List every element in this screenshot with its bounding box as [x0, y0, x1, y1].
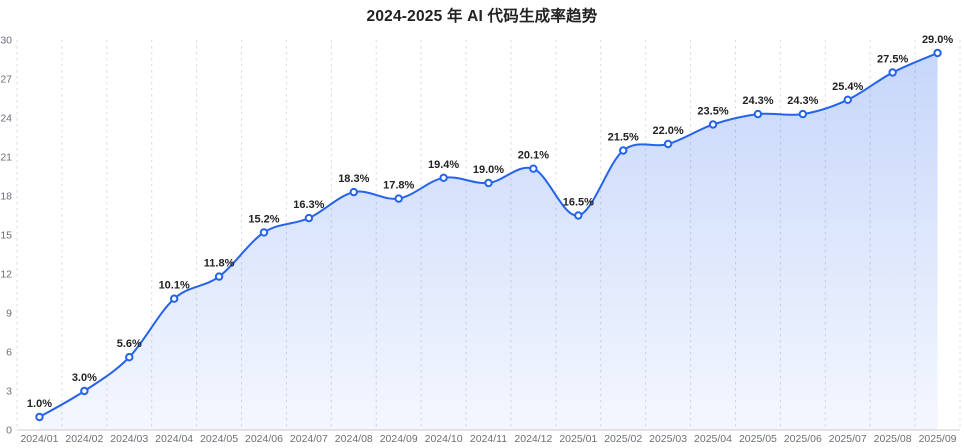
data-point-marker[interactable]	[349, 187, 358, 197]
data-point-label: 19.4%	[428, 159, 459, 171]
data-point-marker[interactable]	[80, 386, 89, 396]
data-point-label: 10.1%	[159, 280, 190, 292]
data-point-label: 25.4%	[832, 81, 863, 93]
data-point-label: 19.0%	[473, 164, 504, 176]
data-point-marker[interactable]	[259, 228, 269, 237]
x-axis-labels-group: 2024/01 2024/02 2024/03 2024/04 2024/05 2024/…	[20, 433, 956, 445]
data-point-label: 21.5%	[608, 132, 639, 144]
x-axis-tick-label: 2025/09	[919, 433, 957, 445]
x-axis-tick-label: 2024/10	[425, 433, 463, 445]
x-axis-tick-label: 2025/08	[874, 433, 912, 445]
data-point-label: 22.0%	[653, 125, 684, 137]
x-axis-tick-label: 2025/03	[649, 433, 687, 445]
data-point-label: 11.8%	[204, 258, 235, 270]
y-axis-tick-label: 15	[0, 230, 12, 242]
area-fill	[39, 53, 938, 430]
data-point-label: 27.5%	[877, 54, 908, 66]
data-point-label: 3.0%	[72, 372, 97, 384]
data-point-marker[interactable]	[529, 164, 538, 173]
y-axis-tick-label: 30	[0, 35, 12, 47]
data-point-label: 5.6%	[117, 338, 142, 350]
data-point-label: 17.8%	[383, 180, 414, 192]
data-point-label: 15.2%	[248, 213, 279, 225]
x-axis-tick-label: 2025/05	[739, 433, 777, 445]
x-axis-tick-label: 2024/05	[200, 433, 238, 445]
data-point-marker[interactable]	[933, 48, 942, 58]
data-point-label: 18.3%	[338, 173, 369, 185]
x-axis-tick-label: 2024/02	[65, 433, 103, 445]
data-point-marker[interactable]	[753, 109, 763, 119]
x-axis-tick-label: 2024/12	[514, 433, 552, 445]
x-axis-tick-label: 2025/04	[694, 433, 732, 445]
x-axis-tick-label: 2024/11	[470, 433, 507, 445]
data-point-marker[interactable]	[888, 68, 897, 77]
data-point-label: 20.1%	[518, 150, 549, 162]
data-point-label: 24.3%	[742, 95, 773, 107]
data-point-marker[interactable]	[574, 211, 583, 220]
x-axis-tick-label: 2024/01	[20, 433, 58, 445]
data-point-marker[interactable]	[843, 95, 852, 105]
x-axis-tick-label: 2024/03	[110, 433, 148, 445]
y-axis-tick-label: 27	[0, 74, 12, 86]
data-point-marker[interactable]	[708, 120, 718, 129]
y-axis-tick-label: 21	[0, 152, 12, 164]
x-axis-tick-label: 2024/04	[155, 433, 193, 445]
y-axis-tick-label: 0	[6, 425, 12, 437]
data-point-marker[interactable]	[169, 294, 179, 303]
data-point-label: 29.0%	[922, 34, 953, 46]
data-point-label: 23.5%	[697, 106, 728, 118]
x-axis-tick-label: 2025/01	[559, 433, 597, 445]
data-point-marker[interactable]	[439, 173, 448, 183]
y-axis-tick-label: 24	[0, 113, 12, 125]
data-point-marker[interactable]	[304, 213, 314, 223]
x-axis-tick-label: 2025/06	[784, 433, 822, 445]
data-point-label: 16.3%	[293, 199, 324, 211]
x-axis-tick-label: 2024/07	[290, 433, 328, 445]
data-point-label: 1.0%	[27, 398, 52, 410]
data-point-label: 24.3%	[787, 95, 818, 107]
y-axis-tick-label: 6	[6, 347, 12, 359]
data-point-marker[interactable]	[798, 109, 808, 119]
data-point-marker[interactable]	[619, 146, 628, 155]
data-point-marker[interactable]	[214, 272, 224, 281]
y-axis-tick-label: 18	[0, 191, 12, 203]
data-points-group: 1.0% 3.0% 5.6% 10.1% 11.8% 15.2% 16.3% 18.3% 17.…	[27, 34, 953, 422]
y-axis-tick-label: 9	[6, 308, 12, 320]
x-axis-tick-label: 2024/06	[245, 433, 283, 445]
data-point-marker[interactable]	[125, 353, 134, 362]
data-point-marker[interactable]	[484, 178, 493, 188]
x-axis-tick-label: 2025/07	[829, 433, 867, 445]
data-point-marker[interactable]	[394, 194, 403, 203]
data-point-marker[interactable]	[35, 412, 44, 422]
x-axis-tick-label: 2024/08	[335, 433, 373, 445]
y-axis-tick-label: 12	[0, 269, 12, 281]
x-axis-tick-label: 2024/09	[380, 433, 418, 445]
y-axis-labels-group: 0 3 6 9 12 15 18 21 24 27 30	[0, 35, 12, 437]
y-axis-tick-label: 3	[6, 386, 12, 398]
x-axis-tick-label: 2025/02	[604, 433, 642, 445]
data-point-label: 16.5%	[563, 197, 594, 209]
data-point-marker[interactable]	[663, 139, 673, 149]
